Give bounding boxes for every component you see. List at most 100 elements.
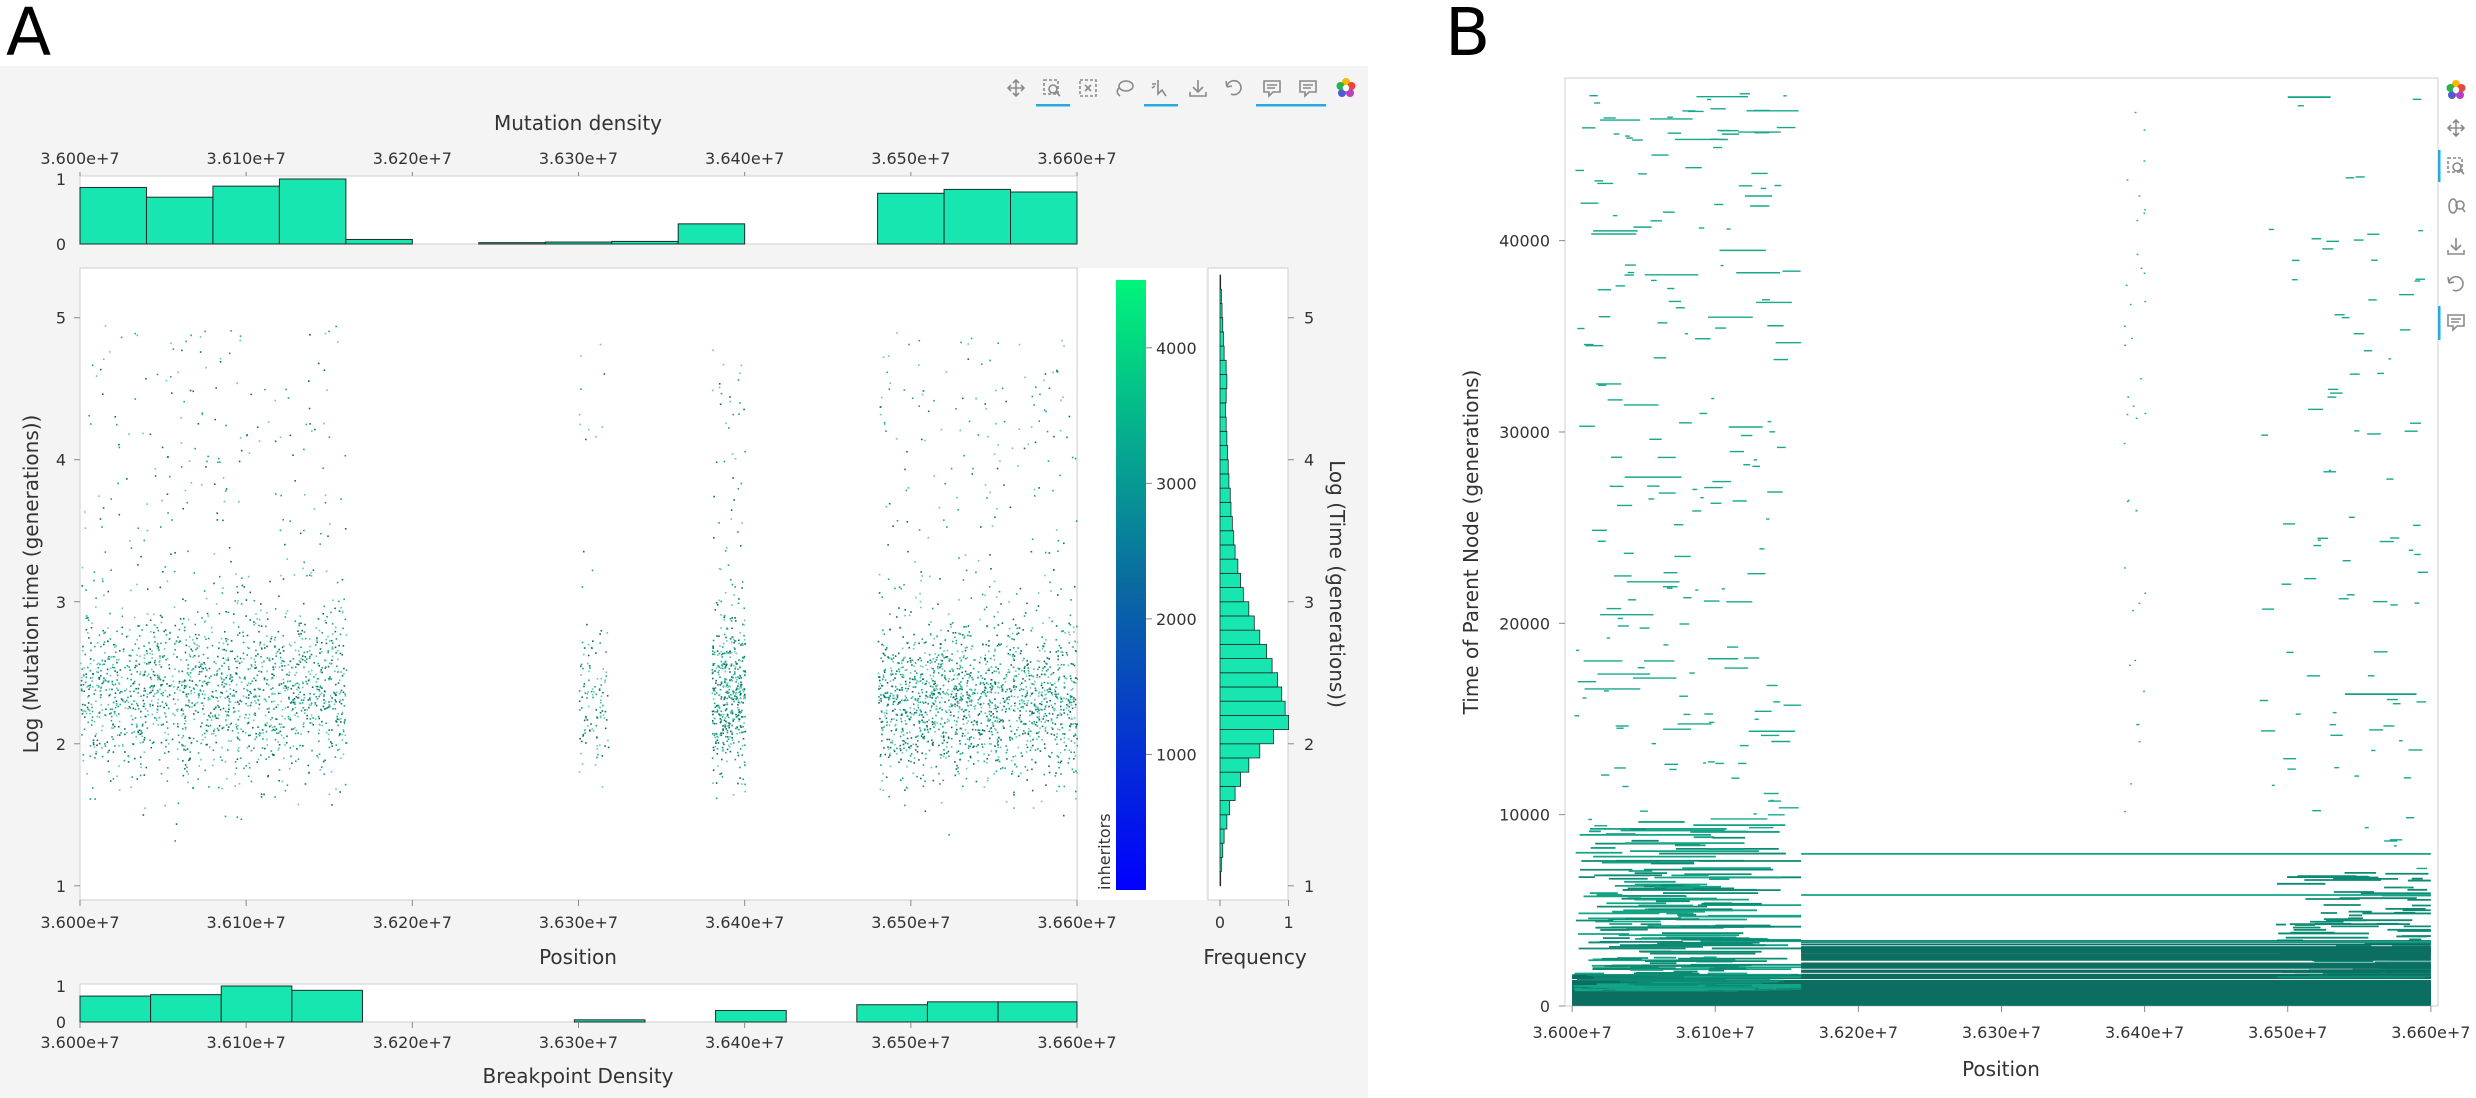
scatter-point [292, 454, 294, 456]
scatter-point [143, 645, 145, 647]
scatter-point [315, 681, 318, 683]
scatter-point [1013, 680, 1016, 682]
scatter-point [341, 711, 344, 714]
scatter-point [880, 694, 882, 696]
scatter-point [1055, 625, 1058, 627]
scatter-point [1061, 339, 1063, 342]
scatter-point [218, 724, 221, 727]
scatter-point [86, 772, 88, 775]
scatter-point [235, 672, 237, 674]
scatter-point [1042, 718, 1044, 720]
hover-icon-2[interactable] [1299, 80, 1317, 98]
scatter-point [887, 746, 889, 748]
scatter-point [743, 638, 746, 641]
scatter-point [1069, 675, 1072, 677]
bokeh-logo-icon[interactable] [1336, 78, 1356, 97]
scatter-point [894, 743, 896, 746]
scatter-point [994, 683, 997, 685]
tap-icon[interactable] [1151, 80, 1167, 97]
scatter-point [879, 406, 882, 408]
scatter-point [180, 466, 183, 468]
scatter-point [249, 619, 252, 621]
breakpoint-density-histogram: 3.600e+7 3.610e+7 3.620e+7 3.630e+7 3.640e+7… [40, 977, 1116, 1088]
scatter-point [84, 511, 86, 513]
scatter-point [898, 607, 900, 609]
scatter-point [996, 731, 999, 734]
scatter-point [948, 737, 950, 740]
scatter-point [955, 728, 958, 731]
scatter-point [134, 757, 136, 760]
scatter-point [1063, 682, 1066, 684]
scatter-point [958, 702, 960, 704]
scatter-point [726, 714, 729, 716]
scatter-point [929, 634, 932, 636]
scatter-point [134, 398, 137, 400]
scatter-point [306, 709, 308, 711]
scatter-point [116, 423, 118, 426]
scatter-point [184, 764, 187, 766]
save-icon[interactable] [1189, 80, 1207, 97]
scatter-point [261, 747, 264, 749]
box-select-icon[interactable] [1079, 79, 1097, 97]
scatter-point [738, 701, 741, 704]
scatter-point [968, 673, 971, 675]
scatter-point [986, 761, 988, 764]
scatter-point [142, 690, 145, 692]
scatter-point [224, 710, 227, 713]
scatter-point [196, 685, 199, 687]
scatter-point [110, 712, 112, 714]
scatter-point [283, 726, 286, 728]
scatter-point [259, 688, 261, 691]
reset-icon[interactable] [1225, 79, 1242, 96]
scatter-point [1063, 542, 1065, 545]
scatter-point [254, 661, 257, 663]
scatter-point [165, 745, 167, 748]
scatter-point [738, 720, 740, 722]
scatter-point [217, 729, 220, 732]
scatter-point [734, 661, 737, 663]
scatter-point [162, 655, 165, 657]
scatter-point [214, 418, 216, 421]
scatter-point [272, 729, 275, 731]
scatter-point [168, 667, 171, 670]
scatter-point [924, 757, 927, 760]
scatter-point [1057, 539, 1060, 542]
scatter-point [335, 638, 338, 640]
scatter-point [131, 718, 134, 721]
pan-icon[interactable] [1006, 78, 1026, 98]
scatter-point [114, 670, 116, 672]
scatter-point [236, 382, 239, 385]
scatter-point [206, 612, 209, 615]
scatter-point [1031, 722, 1034, 725]
scatter-point [971, 645, 974, 648]
scatter-point [603, 717, 606, 719]
scatter-point [298, 702, 301, 705]
scatter-point [936, 684, 939, 686]
y-tick-labels: 01 [56, 170, 66, 254]
scatter-point [1008, 698, 1011, 701]
scatter-point [900, 699, 903, 702]
scatter-point [736, 732, 738, 735]
scatter-point [175, 641, 178, 643]
scatter-point [970, 635, 972, 637]
scatter-point [286, 558, 288, 560]
scatter-point [253, 621, 255, 623]
scatter-point [236, 660, 239, 663]
scatter-point [908, 731, 911, 734]
scatter-point [179, 618, 182, 620]
scatter-point [1050, 692, 1053, 694]
scatter-point [84, 681, 87, 684]
lasso-icon[interactable] [1116, 80, 1134, 97]
scatter-point [991, 733, 994, 736]
hover-icon[interactable] [1263, 80, 1281, 98]
scatter-point [1066, 654, 1069, 656]
scatter-point [938, 744, 940, 747]
scatter-point [1056, 716, 1058, 719]
scatter-point [987, 703, 990, 705]
scatter-point [1068, 631, 1070, 634]
x-tick-label: 3.600e+7 [40, 149, 119, 168]
box-zoom-icon[interactable] [1043, 79, 1061, 97]
scatter-point [137, 625, 139, 627]
scatter-point [585, 438, 587, 441]
scatter-point [723, 704, 726, 706]
